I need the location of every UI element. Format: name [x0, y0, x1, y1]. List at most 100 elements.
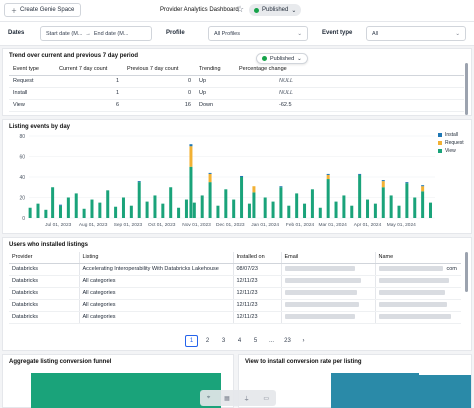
bar-view [82, 208, 86, 218]
bar-view [389, 195, 393, 218]
cell: All categories [78, 311, 233, 324]
cell: Install [9, 87, 55, 100]
legend-item-request[interactable]: Request [438, 139, 464, 147]
legend-item-view[interactable]: View [438, 147, 464, 155]
cursor-icon[interactable]: ⌖ [206, 394, 211, 401]
bar-request [421, 186, 425, 192]
create-genie-space-label: Create Genie Space [20, 7, 75, 13]
email-cell [280, 263, 375, 276]
page-button[interactable]: 5 [253, 338, 258, 344]
column-header: Event type [9, 64, 55, 76]
bar-view [106, 190, 110, 218]
top-bar: ＋ Create Genie Space Provider Analytics … [0, 0, 474, 22]
published-status-button[interactable]: Published ⌄ [249, 4, 302, 16]
next-page-icon[interactable]: › [302, 338, 305, 344]
cell: 12/11/23 [232, 287, 281, 300]
column-header: Percentage change [235, 64, 464, 76]
bar-view [295, 193, 299, 218]
bar-view [421, 191, 425, 218]
page-button[interactable]: 1 [185, 335, 198, 347]
bar-view [145, 201, 149, 218]
bar-view [240, 177, 244, 218]
page-button[interactable]: 3 [221, 338, 226, 344]
x-tick-label: Apr 01, 2024 [354, 222, 382, 228]
floating-toolbar: ⌖ ▦ ⏚ ▭ [200, 390, 276, 406]
start-date-field[interactable]: Start date (M... [46, 30, 83, 37]
column-header: Installed on [232, 252, 281, 264]
email-cell [280, 287, 375, 300]
plus-icon: ＋ [11, 8, 18, 15]
end-date-field[interactable]: End date (M... [93, 30, 129, 37]
legend-item-install[interactable]: Install [438, 131, 464, 139]
page-button[interactable]: 2 [205, 338, 210, 344]
bar-install [240, 175, 244, 177]
bar-view [114, 206, 118, 218]
x-tick-label: Dec 01, 2023 [216, 222, 245, 228]
grid-icon[interactable]: ▦ [224, 395, 230, 402]
bar-view [74, 193, 78, 218]
x-tick-label: Jan 01, 2024 [251, 222, 279, 228]
legend-label: Install [445, 132, 459, 138]
cell: 16 [123, 99, 195, 112]
published-label: Published [270, 55, 295, 62]
star-icon[interactable]: ☆ [236, 4, 245, 14]
create-genie-space-button[interactable]: ＋ Create Genie Space [4, 3, 82, 17]
cell: Databricks [9, 311, 79, 324]
profile-label: Profile [166, 30, 185, 36]
column-header: Previous 7 day count [123, 64, 195, 76]
funnel-bar [31, 373, 221, 408]
redacted-email [284, 302, 359, 308]
bar-view [373, 203, 377, 218]
bar-view [121, 197, 125, 218]
bar-view [192, 202, 196, 218]
funnel-title: Aggregate listing conversion funnel [9, 359, 112, 365]
bar-install [137, 181, 141, 183]
dates-label: Dates [8, 30, 25, 36]
conversion-panel: View to install conversion rate per list… [238, 354, 472, 408]
page-button[interactable]: 23 [284, 338, 291, 344]
profile-select[interactable]: All Profiles ⌄ [208, 26, 308, 41]
cell: 0 [123, 75, 195, 88]
bar-view [153, 195, 157, 218]
bar-request [208, 173, 212, 183]
y-tick-label: 0 [22, 216, 25, 222]
x-tick-label: Mar 01, 2024 [319, 222, 348, 228]
filter-icon[interactable]: ⏚ [243, 396, 250, 403]
table-row: Request 1 0 Up NULL [9, 75, 464, 88]
redacted-email [284, 314, 355, 320]
redacted-name [378, 266, 443, 272]
trend-panel: Trend over current and previous 7 day pe… [2, 48, 472, 116]
scrollbar[interactable] [465, 63, 468, 115]
bar-view [232, 199, 236, 218]
cell: NULL [235, 75, 464, 88]
email-cell [280, 299, 375, 312]
chart-legend: Install Request View [438, 131, 464, 155]
legend-label: View [445, 148, 456, 154]
x-tick-label: Feb 01, 2024 [286, 222, 315, 228]
bar-request [252, 186, 256, 193]
name-cell [374, 287, 461, 300]
table-row: Install 1 0 Up NULL [9, 87, 464, 100]
cell: Up [195, 87, 235, 100]
date-range-picker[interactable]: Start date (M... → End date (M... [40, 26, 152, 41]
cell: 08/07/23 [232, 263, 281, 276]
swatch-icon [438, 149, 442, 153]
published-floating-badge[interactable]: Published ⌄ [256, 53, 308, 64]
status-dot-icon [254, 7, 259, 13]
event-type-select[interactable]: All ⌄ [366, 26, 466, 41]
bar-view [66, 197, 70, 218]
bar-view [98, 202, 102, 218]
users-title: Users who installed listings [9, 242, 89, 248]
text-icon[interactable]: ▭ [263, 395, 270, 402]
page-button[interactable]: 4 [237, 338, 242, 344]
cell: Accelerating Interoperability With Datab… [78, 263, 233, 276]
bar-view [366, 199, 370, 218]
bar-install [279, 186, 283, 188]
status-label: Published [262, 7, 289, 13]
cell: All categories [78, 287, 233, 300]
redacted-email [284, 290, 357, 296]
listing-events-panel: Listing events by day 0 20 40 60 80 Jul 01, 2… [2, 119, 472, 234]
cell: Databricks [9, 263, 79, 276]
scrollbar[interactable] [465, 252, 468, 292]
x-tick-label: Jul 01, 2023 [45, 222, 71, 228]
